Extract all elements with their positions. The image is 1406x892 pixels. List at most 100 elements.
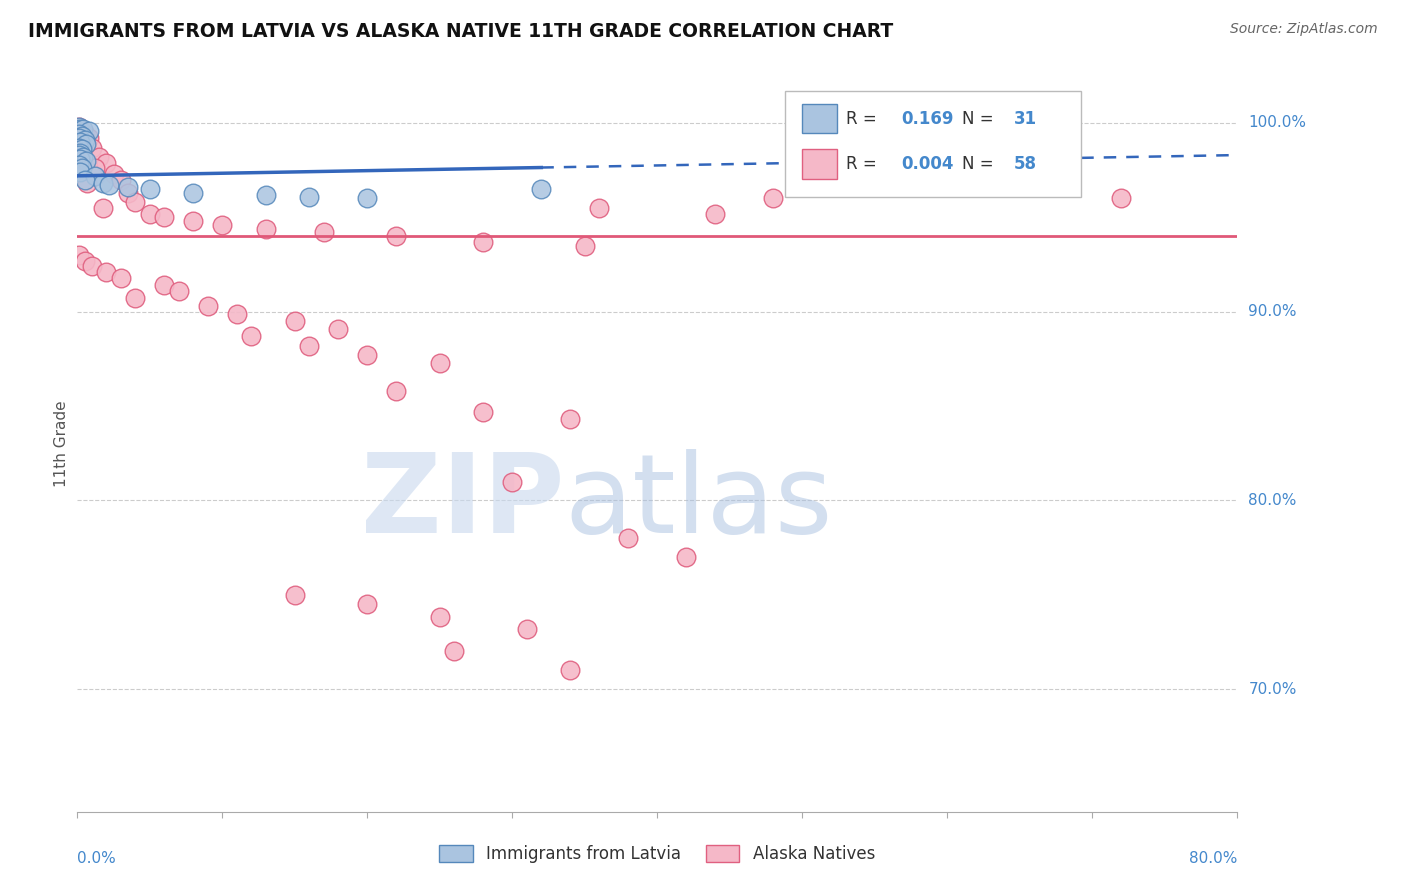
Point bbox=[762, 192, 785, 206]
Point bbox=[67, 140, 90, 154]
Point bbox=[77, 123, 100, 137]
Point bbox=[139, 182, 162, 196]
Point bbox=[284, 588, 307, 602]
Point bbox=[96, 265, 118, 279]
Point bbox=[675, 549, 697, 564]
Point bbox=[72, 150, 94, 164]
Text: 58: 58 bbox=[1014, 155, 1036, 173]
Point bbox=[240, 329, 263, 343]
Point bbox=[72, 145, 94, 159]
Point bbox=[530, 182, 553, 196]
Text: Source: ZipAtlas.com: Source: ZipAtlas.com bbox=[1230, 22, 1378, 37]
Point bbox=[197, 299, 219, 313]
Text: 80.0%: 80.0% bbox=[1249, 493, 1296, 508]
Point bbox=[67, 120, 90, 134]
Point bbox=[560, 412, 582, 426]
Point bbox=[80, 140, 103, 154]
Point bbox=[385, 229, 408, 244]
Point bbox=[96, 155, 118, 169]
Point bbox=[70, 129, 93, 144]
Point bbox=[516, 622, 538, 636]
Point bbox=[67, 148, 90, 162]
Point bbox=[80, 260, 103, 274]
Point bbox=[77, 131, 100, 145]
Point bbox=[67, 128, 90, 142]
Point bbox=[501, 475, 523, 489]
Point bbox=[124, 292, 146, 306]
Point bbox=[167, 284, 190, 298]
Point bbox=[75, 136, 97, 151]
Text: R =: R = bbox=[846, 110, 883, 128]
Point bbox=[69, 123, 91, 137]
Point bbox=[298, 339, 321, 353]
Point bbox=[356, 597, 378, 611]
Point bbox=[69, 135, 91, 149]
Text: ZIP: ZIP bbox=[361, 450, 565, 556]
Point bbox=[328, 321, 350, 335]
Point bbox=[139, 206, 162, 220]
Text: atlas: atlas bbox=[565, 450, 832, 556]
Point bbox=[472, 405, 495, 419]
Point bbox=[312, 226, 335, 240]
Point bbox=[356, 348, 378, 362]
FancyBboxPatch shape bbox=[803, 149, 837, 178]
Point bbox=[117, 186, 139, 200]
FancyBboxPatch shape bbox=[785, 90, 1081, 197]
Point bbox=[76, 177, 98, 191]
Text: IMMIGRANTS FROM LATVIA VS ALASKA NATIVE 11TH GRADE CORRELATION CHART: IMMIGRANTS FROM LATVIA VS ALASKA NATIVE … bbox=[28, 22, 893, 41]
Point bbox=[69, 146, 91, 161]
Text: 0.0%: 0.0% bbox=[77, 851, 117, 865]
Point bbox=[67, 131, 90, 145]
Point bbox=[124, 195, 146, 210]
Text: R =: R = bbox=[846, 155, 883, 173]
Point bbox=[183, 214, 205, 228]
Point bbox=[472, 235, 495, 249]
Point bbox=[254, 221, 277, 235]
Point bbox=[1111, 192, 1133, 206]
Point bbox=[93, 201, 115, 215]
Text: 80.0%: 80.0% bbox=[1189, 851, 1237, 865]
Point bbox=[73, 128, 96, 142]
Point bbox=[284, 314, 307, 328]
Text: 0.169: 0.169 bbox=[901, 110, 953, 128]
Point bbox=[70, 135, 93, 149]
Point bbox=[225, 307, 247, 321]
Point bbox=[83, 161, 105, 176]
Text: 90.0%: 90.0% bbox=[1249, 304, 1296, 319]
Point bbox=[67, 157, 90, 171]
Point bbox=[87, 150, 110, 164]
Point bbox=[83, 169, 105, 183]
Point bbox=[70, 142, 93, 156]
Text: 70.0%: 70.0% bbox=[1249, 681, 1296, 697]
Point bbox=[103, 167, 125, 181]
Point bbox=[75, 138, 97, 153]
Point bbox=[254, 187, 277, 202]
Y-axis label: 11th Grade: 11th Grade bbox=[53, 401, 69, 487]
Point bbox=[98, 178, 121, 193]
Point bbox=[69, 152, 91, 166]
Point bbox=[211, 218, 233, 232]
Point bbox=[429, 356, 451, 370]
Point bbox=[356, 192, 378, 206]
Point bbox=[70, 161, 93, 176]
Point bbox=[67, 120, 90, 134]
Point bbox=[588, 201, 610, 215]
Text: 0.004: 0.004 bbox=[901, 155, 953, 173]
Point bbox=[298, 189, 321, 203]
Point bbox=[443, 644, 465, 658]
Point bbox=[704, 206, 727, 220]
Point bbox=[73, 172, 96, 186]
Point bbox=[67, 248, 90, 262]
Point bbox=[69, 165, 91, 179]
Point bbox=[75, 153, 97, 168]
Point bbox=[617, 531, 640, 545]
Point bbox=[110, 172, 132, 186]
Point bbox=[429, 610, 451, 624]
Point bbox=[574, 238, 596, 252]
Point bbox=[560, 663, 582, 677]
Text: 100.0%: 100.0% bbox=[1249, 115, 1306, 130]
Legend: Immigrants from Latvia, Alaska Natives: Immigrants from Latvia, Alaska Natives bbox=[433, 838, 882, 870]
Point bbox=[153, 278, 176, 293]
Point bbox=[93, 177, 115, 191]
FancyBboxPatch shape bbox=[803, 103, 837, 133]
